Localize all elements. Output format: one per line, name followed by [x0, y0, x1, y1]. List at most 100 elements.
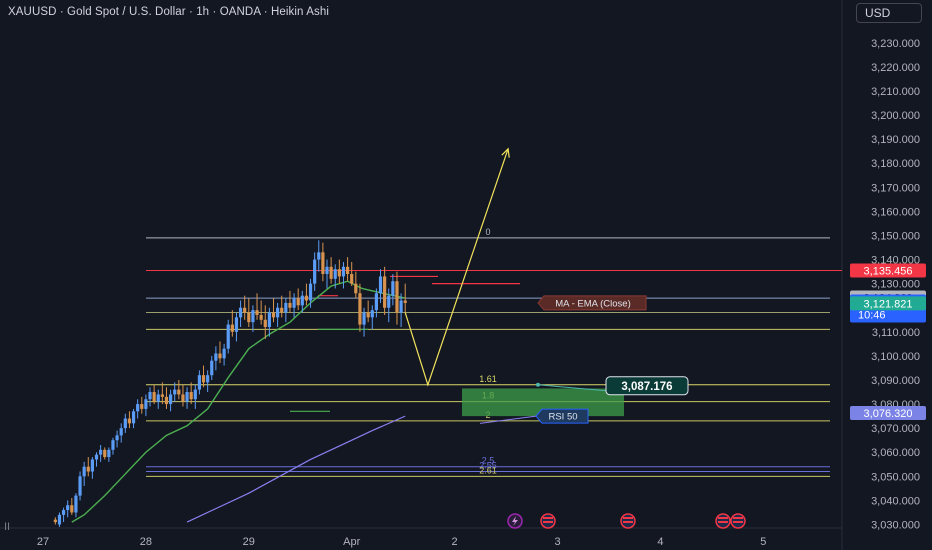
ma-ema-label-box[interactable]: [537, 295, 647, 311]
candle-body: [168, 394, 173, 405]
us-flag-event-icon[interactable]: [540, 513, 556, 529]
candle-body: [345, 266, 350, 275]
candle-body: [127, 418, 132, 424]
candle-body: [284, 302, 288, 313]
candle-body: [308, 283, 313, 301]
ema-line: [186, 415, 406, 523]
time-axis[interactable]: 27 28 29 Apr 2 3 4 5: [37, 536, 766, 548]
candle-body: [177, 389, 181, 395]
candles: [53, 240, 407, 527]
rsi-label: RSI 50: [548, 412, 577, 423]
candle-body: [210, 360, 214, 376]
candle-body: [391, 281, 395, 296]
time-tick-label: 28: [140, 536, 152, 548]
candle-body: [78, 476, 82, 496]
candle-body: [358, 293, 362, 325]
price-axis[interactable]: 3,030.000 3,040.000 3,050.000 3,060.000 3,07…: [871, 38, 920, 532]
candle-body: [280, 307, 284, 313]
target-price-callout[interactable]: [605, 376, 689, 396]
price-badge-label: 3,076.320: [864, 408, 913, 420]
price-tick-label: 3,050.000: [871, 471, 920, 483]
candle-body: [193, 389, 197, 400]
pause-icon[interactable]: II: [4, 521, 10, 533]
candle-body: [189, 392, 193, 400]
target-price-label: 3,087.176: [621, 381, 672, 393]
price-tick-label: 3,030.000: [871, 520, 920, 532]
candle-body: [197, 375, 202, 390]
rsi-label-box[interactable]: [535, 408, 589, 424]
currency-button[interactable]: USD: [856, 3, 922, 23]
fib-level-label: 2.61: [479, 465, 497, 475]
fib-level-label: 2.55: [479, 461, 497, 471]
time-tick-label: 3: [554, 536, 560, 548]
projection-path[interactable]: [404, 148, 509, 387]
price-badge: [850, 263, 926, 278]
candle-body: [201, 375, 206, 383]
candle-body: [185, 392, 189, 402]
candle-body: [156, 394, 160, 402]
candle-body: [214, 353, 218, 361]
us-flag-event-icon[interactable]: [715, 513, 731, 529]
candle-body: [140, 404, 144, 409]
candle-body: [362, 312, 366, 325]
candle-body: [325, 266, 329, 275]
candle-body: [111, 440, 115, 450]
candle-body: [259, 314, 263, 320]
event-markers[interactable]: [507, 513, 746, 529]
candle-body: [238, 307, 243, 318]
price-tick-label: 3,100.000: [871, 351, 920, 363]
price-tick-label: 3,160.000: [871, 206, 920, 218]
candle-body: [337, 269, 341, 277]
candle-body: [296, 298, 300, 306]
price-tick-label: 3,220.000: [871, 62, 920, 74]
price-badge-label: 3,121.821: [864, 298, 913, 310]
fibonacci-levels[interactable]: 01.611.822.52.552.61: [146, 227, 842, 477]
symbol-header[interactable]: XAUUSD · Gold Spot / U.S. Dollar · 1h · …: [8, 6, 329, 18]
fib-level-label: 1.61: [479, 374, 497, 384]
target-callout-dot[interactable]: [536, 382, 540, 387]
candle-body: [313, 259, 317, 284]
candle-body: [321, 252, 325, 275]
candle-body: [271, 312, 276, 318]
candle-body: [115, 435, 119, 441]
price-tick-label: 3,190.000: [871, 134, 920, 146]
us-flag-event-icon[interactable]: [620, 513, 636, 529]
time-tick-label: 4: [657, 536, 663, 548]
price-tick-label: 3,040.000: [871, 495, 920, 507]
countdown-label: 10:46: [858, 310, 886, 322]
time-tick-label: 5: [760, 536, 766, 548]
candle-body: [103, 449, 107, 458]
candle-body: [374, 293, 378, 311]
candle-body: [86, 466, 90, 472]
price-tick-label: 3,130.000: [871, 279, 920, 291]
candle-body: [267, 312, 271, 328]
ma-line: [71, 280, 406, 523]
candle-body: [399, 300, 403, 313]
candle-body: [144, 399, 148, 409]
candle-body: [90, 459, 94, 472]
candle-body: [292, 298, 296, 308]
candle-body: [395, 281, 399, 313]
time-tick-label: 2: [452, 536, 458, 548]
us-flag-event-icon[interactable]: [730, 513, 746, 529]
price-tick-label: 3,060.000: [871, 447, 920, 459]
lightning-event-icon[interactable]: [507, 513, 523, 529]
candle-body: [152, 392, 156, 402]
time-tick-label: 27: [37, 536, 49, 548]
target-callout-line[interactable]: [537, 384, 607, 392]
candle-body: [66, 505, 70, 511]
candle-body: [243, 307, 247, 313]
candle-body: [230, 324, 234, 332]
candle-body: [53, 519, 57, 523]
price-tick-label: 3,110.000: [872, 327, 920, 339]
projection-arrowhead[interactable]: [501, 147, 510, 158]
moving-averages: [71, 280, 406, 523]
price-tick-label: 3,180.000: [871, 158, 920, 170]
rsi-connector: [479, 415, 537, 424]
candle-body: [94, 454, 99, 460]
candle-body: [276, 307, 280, 318]
drawings[interactable]: 3,087.176 MA - EMA (Close) RSI 50: [404, 147, 689, 424]
candle-body: [247, 312, 251, 323]
